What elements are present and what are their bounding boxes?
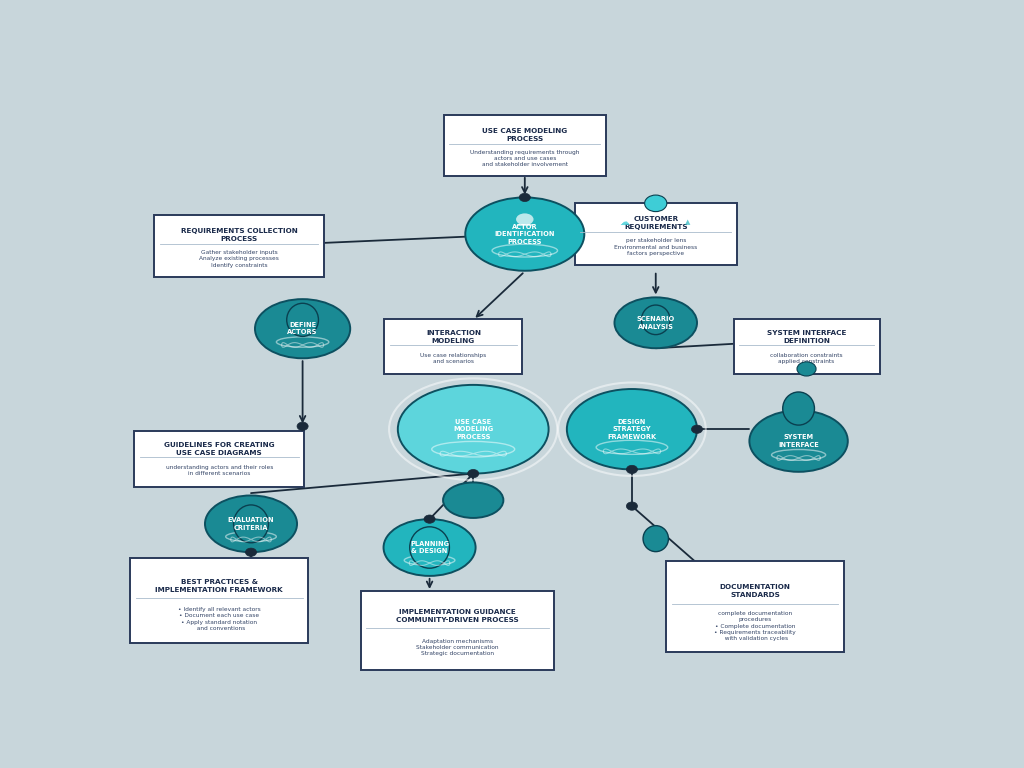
Text: IMPLEMENTATION GUIDANCE
COMMUNITY-DRIVEN PROCESS: IMPLEMENTATION GUIDANCE COMMUNITY-DRIVEN… [396,610,519,624]
Ellipse shape [567,389,697,469]
Ellipse shape [516,214,534,225]
Text: GUIDELINES FOR CREATING
USE CASE DIAGRAMS: GUIDELINES FOR CREATING USE CASE DIAGRAM… [164,442,274,456]
FancyBboxPatch shape [443,114,606,176]
Circle shape [691,425,702,433]
Circle shape [424,515,435,523]
Ellipse shape [641,305,670,335]
Text: understanding actors and their roles
in different scenarios: understanding actors and their roles in … [166,465,273,476]
Text: ACTOR
IDENTIFICATION
PROCESS: ACTOR IDENTIFICATION PROCESS [495,223,555,244]
Text: EVALUATION
CRITERIA: EVALUATION CRITERIA [227,517,274,531]
Text: CUSTOMER
REQUIREMENTS: CUSTOMER REQUIREMENTS [624,217,687,230]
Text: INTERACTION
MODELING: INTERACTION MODELING [426,330,481,344]
Text: USE CASE
MODELING
PROCESS: USE CASE MODELING PROCESS [453,419,494,440]
FancyBboxPatch shape [666,561,844,652]
Text: ☁: ☁ [620,217,629,227]
Text: SYSTEM INTERFACE
DEFINITION: SYSTEM INTERFACE DEFINITION [767,330,846,344]
Ellipse shape [287,303,318,336]
Ellipse shape [782,392,814,425]
Text: DEFINE
ACTORS: DEFINE ACTORS [288,322,317,336]
Ellipse shape [233,505,268,543]
FancyBboxPatch shape [574,204,736,265]
Ellipse shape [205,495,297,552]
Ellipse shape [750,410,848,472]
Text: per stakeholder lens
Environmental and business
factors perspective: per stakeholder lens Environmental and b… [614,238,697,256]
Text: DESIGN
STRATEGY
FRAMEWORK: DESIGN STRATEGY FRAMEWORK [607,419,656,440]
FancyBboxPatch shape [155,215,324,276]
Text: BEST PRACTICES &
IMPLEMENTATION FRAMEWORK: BEST PRACTICES & IMPLEMENTATION FRAMEWOR… [156,579,283,593]
Circle shape [627,502,638,510]
FancyBboxPatch shape [384,319,522,374]
Text: DOCUMENTATION
STANDARDS: DOCUMENTATION STANDARDS [720,584,791,598]
Text: • Identify all relevant actors
• Document each use case
• Apply standard notatio: • Identify all relevant actors • Documen… [178,607,261,631]
Text: Use case relationships
and scenarios: Use case relationships and scenarios [420,353,486,364]
Ellipse shape [643,525,669,551]
Ellipse shape [465,197,585,271]
Circle shape [297,422,308,430]
Text: Adaptation mechanisms
Stakeholder communication
Strategic documentation: Adaptation mechanisms Stakeholder commun… [416,638,499,656]
Text: collaboration constraints
applied constraints: collaboration constraints applied constr… [770,353,843,364]
FancyBboxPatch shape [360,591,554,670]
Ellipse shape [397,385,549,474]
Circle shape [645,195,667,212]
FancyBboxPatch shape [733,319,880,374]
Text: complete documentation
procedures
• Complete documentation
• Requirements tracea: complete documentation procedures • Comp… [714,611,796,641]
Circle shape [627,465,638,474]
Text: USE CASE MODELING
PROCESS: USE CASE MODELING PROCESS [482,127,567,142]
Ellipse shape [410,527,450,568]
Circle shape [468,469,479,478]
Text: PLANNING
& DESIGN: PLANNING & DESIGN [410,541,450,554]
FancyBboxPatch shape [134,431,304,487]
Text: REQUIREMENTS COLLECTION
PROCESS: REQUIREMENTS COLLECTION PROCESS [180,228,298,242]
Circle shape [519,194,530,201]
Ellipse shape [255,300,350,359]
Text: Understanding requirements through
actors and use cases
and stakeholder involvem: Understanding requirements through actor… [470,150,580,167]
Ellipse shape [384,519,475,576]
Ellipse shape [443,482,504,518]
Ellipse shape [614,297,697,348]
Text: SCENARIO
ANALYSIS: SCENARIO ANALYSIS [637,316,675,329]
Text: ▲: ▲ [685,219,690,225]
Text: Gather stakeholder inputs
Analyze existing processes
Identify constraints: Gather stakeholder inputs Analyze existi… [199,250,280,267]
Text: SYSTEM
INTERFACE: SYSTEM INTERFACE [778,435,819,448]
Circle shape [797,362,816,376]
FancyBboxPatch shape [130,558,308,644]
Circle shape [246,548,257,556]
